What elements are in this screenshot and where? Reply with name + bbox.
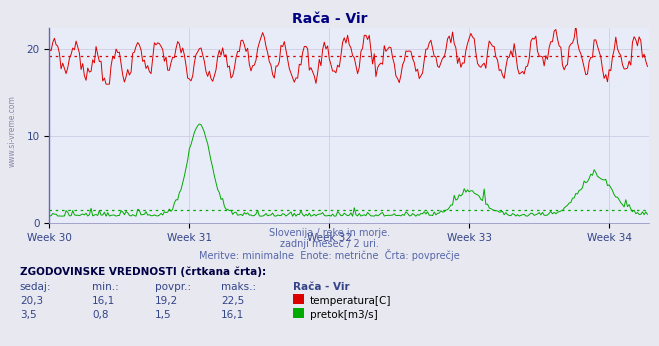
Text: zadnji mesec / 2 uri.: zadnji mesec / 2 uri. xyxy=(280,239,379,249)
Text: 3,5: 3,5 xyxy=(20,310,36,320)
Text: 19,2: 19,2 xyxy=(155,296,178,306)
Text: min.:: min.: xyxy=(92,282,119,292)
Text: maks.:: maks.: xyxy=(221,282,256,292)
Text: povpr.:: povpr.: xyxy=(155,282,191,292)
Text: 16,1: 16,1 xyxy=(221,310,244,320)
Text: www.si-vreme.com: www.si-vreme.com xyxy=(8,95,17,167)
Text: 22,5: 22,5 xyxy=(221,296,244,306)
Text: temperatura[C]: temperatura[C] xyxy=(310,296,391,306)
Text: 0,8: 0,8 xyxy=(92,310,109,320)
Text: 20,3: 20,3 xyxy=(20,296,43,306)
Text: 16,1: 16,1 xyxy=(92,296,115,306)
Text: Meritve: minimalne  Enote: metrične  Črta: povprečje: Meritve: minimalne Enote: metrične Črta:… xyxy=(199,249,460,261)
Text: sedaj:: sedaj: xyxy=(20,282,51,292)
Text: pretok[m3/s]: pretok[m3/s] xyxy=(310,310,378,320)
Text: 1,5: 1,5 xyxy=(155,310,171,320)
Text: Rača - Vir: Rača - Vir xyxy=(292,12,367,26)
Text: ZGODOVINSKE VREDNOSTI (črtkana črta):: ZGODOVINSKE VREDNOSTI (črtkana črta): xyxy=(20,266,266,277)
Text: Rača - Vir: Rača - Vir xyxy=(293,282,350,292)
Text: Slovenija / reke in morje.: Slovenija / reke in morje. xyxy=(269,228,390,238)
